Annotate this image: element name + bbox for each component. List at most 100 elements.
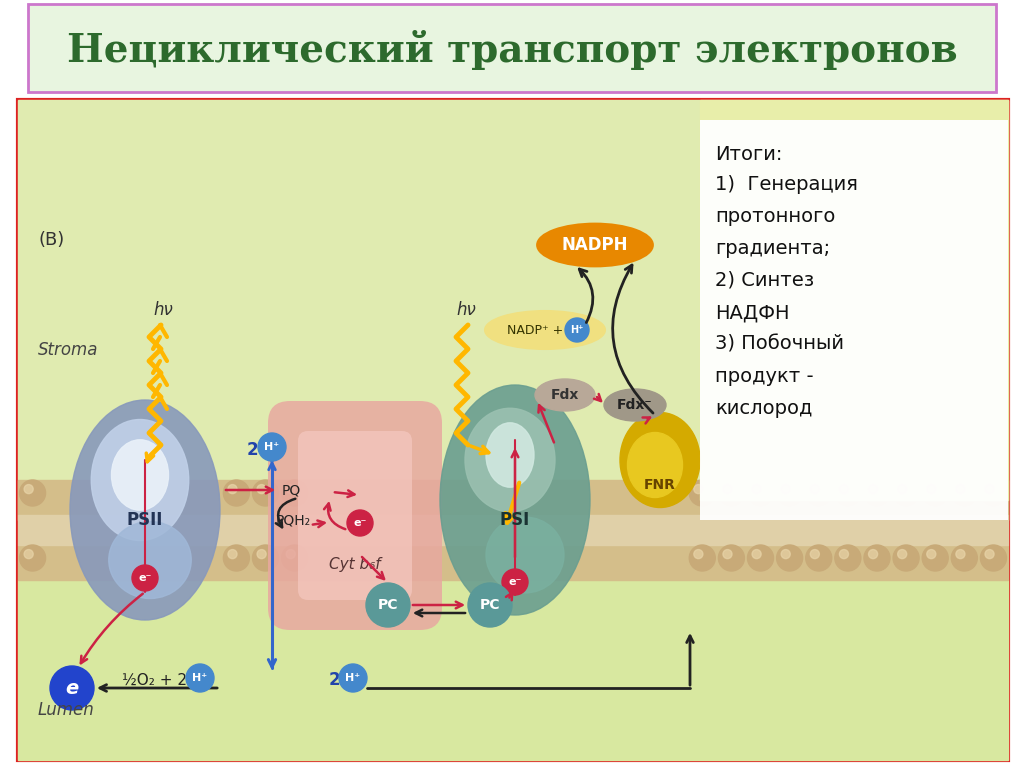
Text: продукт -: продукт -: [715, 367, 814, 386]
Ellipse shape: [91, 420, 188, 541]
Text: 2) Синтез: 2) Синтез: [715, 271, 814, 290]
Text: PSII: PSII: [127, 511, 163, 529]
Circle shape: [347, 510, 373, 536]
Ellipse shape: [486, 517, 564, 593]
Circle shape: [980, 545, 1007, 571]
Circle shape: [835, 480, 861, 506]
Circle shape: [228, 485, 237, 494]
Text: Cyt b₆f: Cyt b₆f: [329, 558, 381, 572]
Text: H⁺: H⁺: [264, 442, 280, 452]
Circle shape: [840, 485, 849, 494]
Text: PC: PC: [378, 598, 398, 612]
Circle shape: [980, 480, 1007, 506]
Circle shape: [748, 480, 773, 506]
Circle shape: [840, 549, 849, 558]
Text: H⁺: H⁺: [345, 673, 360, 683]
FancyBboxPatch shape: [268, 401, 442, 630]
Text: Stroma: Stroma: [38, 341, 98, 359]
Text: 1)  Генерация: 1) Генерация: [715, 175, 858, 194]
Text: PSI: PSI: [500, 511, 530, 529]
Circle shape: [286, 485, 295, 494]
Bar: [18, 580, 1008, 760]
Circle shape: [25, 485, 33, 494]
Text: e⁻: e⁻: [353, 518, 367, 528]
Ellipse shape: [70, 400, 220, 620]
Circle shape: [955, 485, 965, 494]
Text: кислород: кислород: [715, 399, 812, 418]
FancyBboxPatch shape: [700, 120, 1008, 520]
Circle shape: [19, 545, 45, 571]
Text: Нециклический транспорт электронов: Нециклический транспорт электронов: [67, 30, 957, 70]
Ellipse shape: [465, 408, 555, 512]
Circle shape: [893, 545, 920, 571]
Circle shape: [253, 480, 279, 506]
Circle shape: [810, 485, 819, 494]
Circle shape: [985, 549, 994, 558]
Text: FNR: FNR: [644, 478, 676, 492]
Circle shape: [223, 480, 250, 506]
Circle shape: [50, 666, 94, 710]
Text: PC: PC: [480, 598, 501, 612]
Circle shape: [898, 549, 906, 558]
Ellipse shape: [440, 385, 590, 615]
Circle shape: [694, 485, 702, 494]
Circle shape: [806, 545, 831, 571]
Circle shape: [282, 480, 307, 506]
Text: H⁺: H⁺: [570, 325, 584, 335]
Circle shape: [689, 545, 716, 571]
Text: hν: hν: [154, 301, 173, 319]
Circle shape: [923, 545, 948, 571]
Circle shape: [565, 318, 589, 342]
Ellipse shape: [535, 379, 595, 411]
Text: протонного: протонного: [715, 207, 836, 226]
Text: hν: hν: [456, 301, 476, 319]
Circle shape: [781, 485, 791, 494]
Ellipse shape: [485, 311, 605, 349]
Text: PQ: PQ: [282, 483, 301, 497]
Ellipse shape: [112, 439, 169, 510]
Circle shape: [286, 549, 295, 558]
Circle shape: [864, 480, 890, 506]
Text: ½O₂ + 2: ½O₂ + 2: [123, 673, 187, 687]
Ellipse shape: [486, 423, 534, 487]
Circle shape: [748, 545, 773, 571]
Circle shape: [868, 549, 878, 558]
Circle shape: [502, 569, 528, 595]
Ellipse shape: [109, 522, 191, 598]
Ellipse shape: [604, 389, 666, 421]
Bar: [700, 100, 1008, 500]
Circle shape: [723, 485, 732, 494]
Text: e⁻: e⁻: [138, 573, 152, 583]
Circle shape: [694, 549, 702, 558]
Bar: [18, 545, 1008, 580]
Circle shape: [951, 545, 977, 571]
Ellipse shape: [628, 433, 683, 498]
Circle shape: [927, 485, 936, 494]
Circle shape: [366, 583, 410, 627]
Circle shape: [752, 485, 761, 494]
Circle shape: [955, 549, 965, 558]
Ellipse shape: [538, 224, 652, 266]
Circle shape: [689, 480, 716, 506]
Circle shape: [257, 549, 266, 558]
Circle shape: [985, 485, 994, 494]
Text: 2: 2: [247, 441, 258, 459]
Text: Fdx⁻: Fdx⁻: [617, 398, 653, 412]
Text: Fdx: Fdx: [551, 388, 580, 402]
Circle shape: [253, 545, 279, 571]
Circle shape: [719, 480, 744, 506]
Circle shape: [893, 480, 920, 506]
Circle shape: [776, 545, 803, 571]
Bar: [18, 100, 1008, 520]
Circle shape: [864, 545, 890, 571]
Circle shape: [868, 485, 878, 494]
Circle shape: [898, 485, 906, 494]
Bar: [18, 515, 1008, 545]
Text: e⁻: e⁻: [508, 577, 521, 587]
Bar: [18, 480, 1008, 515]
Circle shape: [19, 480, 45, 506]
Text: Lumen: Lumen: [38, 701, 95, 719]
FancyBboxPatch shape: [18, 100, 1008, 760]
Circle shape: [186, 664, 214, 692]
Text: H⁺: H⁺: [193, 673, 208, 683]
